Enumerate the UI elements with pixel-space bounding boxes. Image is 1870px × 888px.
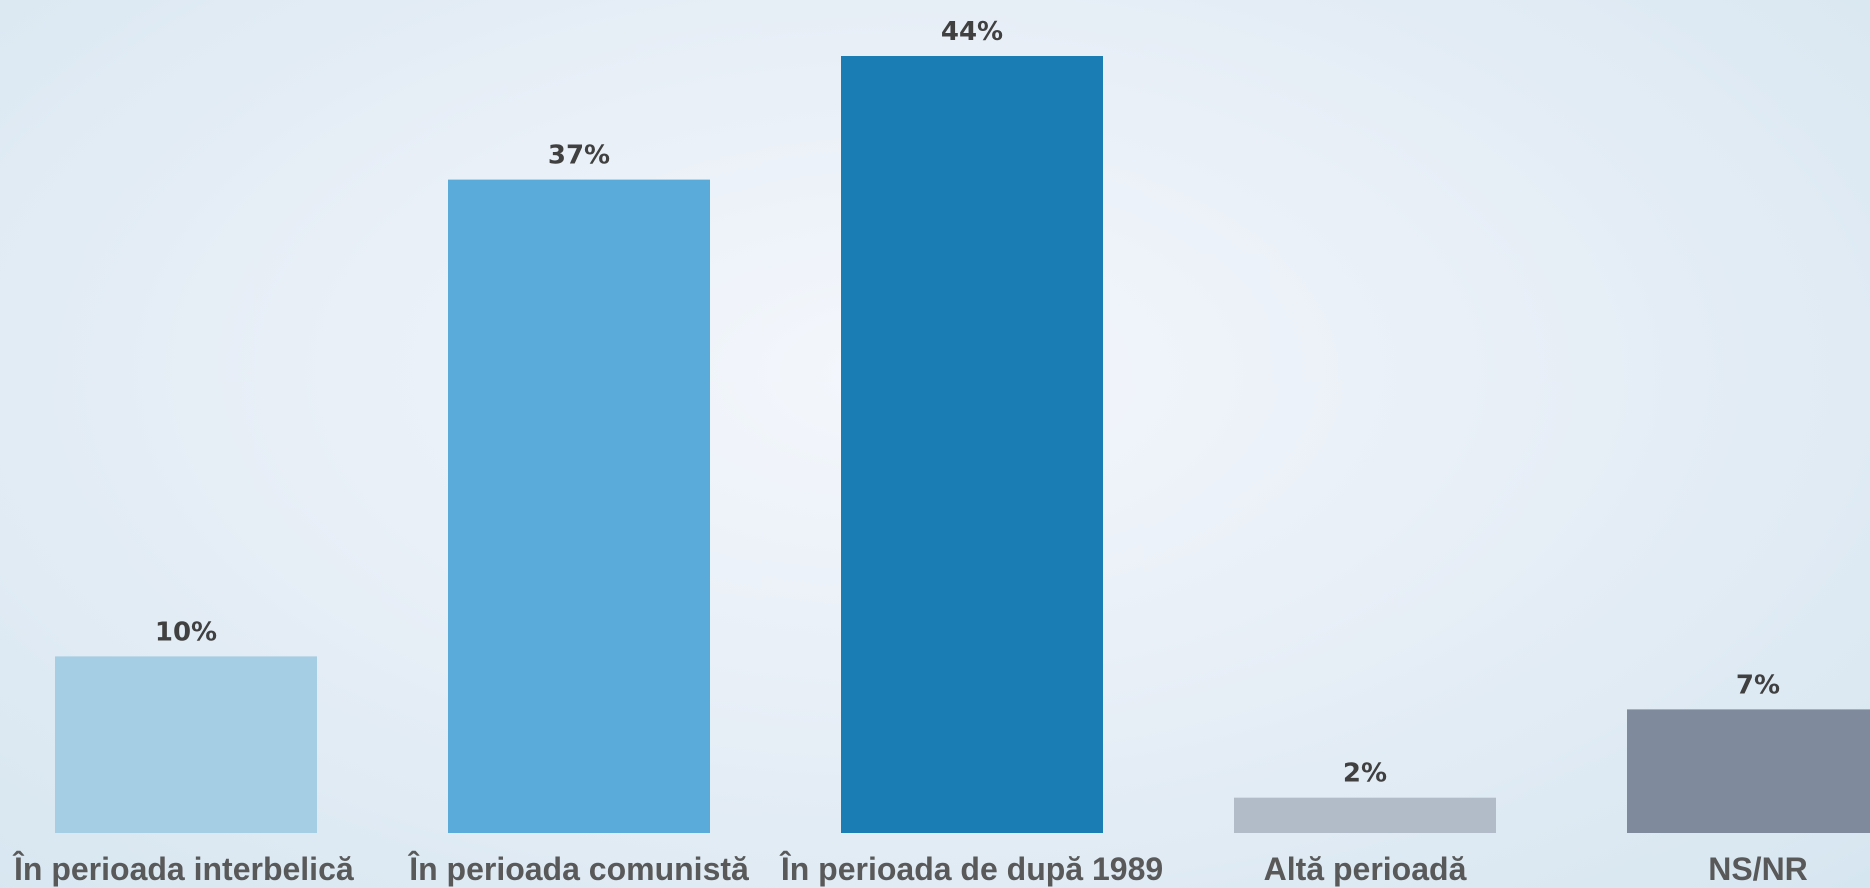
bar-3 <box>841 56 1103 833</box>
data-label-5: 7% <box>1736 670 1780 700</box>
bar-4 <box>1234 797 1496 833</box>
data-label-3: 44% <box>941 17 1003 47</box>
bar-5 <box>1627 709 1870 833</box>
category-label-5: NS/NR <box>1708 851 1808 887</box>
data-label-1: 10% <box>155 617 217 647</box>
bar-2 <box>448 179 710 833</box>
data-label-2: 37% <box>548 141 610 171</box>
data-label-4: 2% <box>1343 759 1387 789</box>
bars-group <box>55 56 1870 833</box>
value-labels-group: 10% 37% 44% 2% 7% <box>155 17 1780 789</box>
category-labels-group: În perioada interbelică În perioada comun… <box>12 851 1808 887</box>
category-label-2: În perioada comunistă <box>407 851 749 887</box>
category-label-4: Altă perioadă <box>1264 851 1467 887</box>
category-label-3: În perioada de după 1989 <box>779 851 1163 887</box>
category-label-1: În perioada interbelică <box>12 851 354 887</box>
bar-1 <box>55 656 317 833</box>
